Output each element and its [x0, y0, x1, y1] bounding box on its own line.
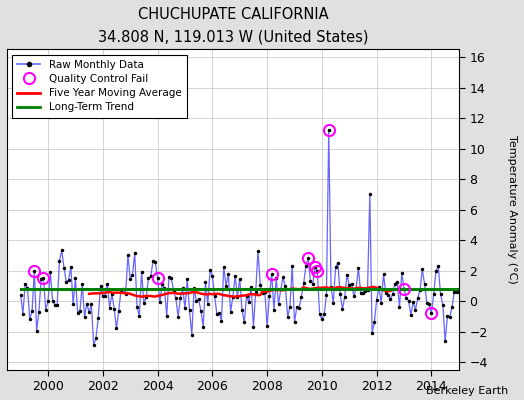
Title: CHUCHUPATE CALIFORNIA
34.808 N, 119.013 W (United States): CHUCHUPATE CALIFORNIA 34.808 N, 119.013 … [97, 7, 368, 44]
Y-axis label: Temperature Anomaly (°C): Temperature Anomaly (°C) [507, 135, 517, 284]
Text: Berkeley Earth: Berkeley Earth [426, 386, 508, 396]
Legend: Raw Monthly Data, Quality Control Fail, Five Year Moving Average, Long-Term Tren: Raw Monthly Data, Quality Control Fail, … [12, 55, 187, 118]
